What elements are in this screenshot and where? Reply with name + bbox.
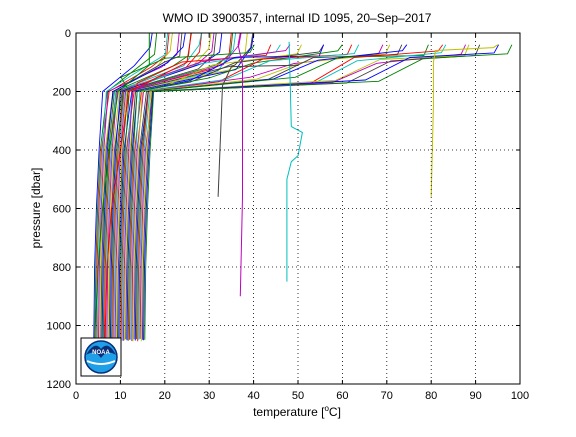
y-tick-label: 1000	[47, 321, 71, 333]
x-tick-label: 0	[73, 390, 79, 402]
profile-line	[144, 44, 513, 340]
profile-line	[286, 41, 303, 282]
profile-line	[217, 64, 299, 197]
x-axis-label-suffix: C]	[329, 405, 341, 419]
profile-line	[95, 33, 170, 341]
logo-wave	[86, 360, 116, 365]
profile-line	[113, 33, 237, 340]
profile-line	[130, 44, 360, 340]
profile-line	[94, 33, 150, 341]
profile-line	[93, 33, 153, 339]
profile-line	[101, 33, 186, 341]
logo-text: NOAA	[92, 350, 110, 356]
y-tick-label: 1200	[47, 379, 71, 391]
profile-line	[133, 44, 403, 340]
x-axis-label-prefix: temperature [	[253, 405, 325, 419]
noaa-logo: NOAA	[80, 337, 122, 377]
profile-line	[94, 33, 158, 341]
profile-line	[143, 44, 499, 341]
x-tick-label: 30	[203, 390, 215, 402]
profile-line	[107, 33, 212, 341]
logo-bird	[86, 345, 116, 358]
chart-title: WMO ID 3900357, internal ID 1095, 20–Sep…	[163, 11, 432, 25]
profile-line	[118, 33, 255, 341]
y-tick-label: 600	[53, 204, 71, 216]
profile-line	[98, 33, 180, 339]
y-tick-label: 200	[53, 87, 71, 99]
profile-line	[430, 44, 499, 197]
profile-line	[140, 44, 470, 342]
x-tick-label: 20	[159, 390, 171, 402]
x-tick-label: 90	[469, 390, 481, 402]
profiles-group	[93, 33, 513, 342]
y-tick-label: 800	[53, 262, 71, 274]
profile-line	[112, 33, 232, 340]
y-tick-label: 0	[65, 28, 71, 40]
x-axis-label-unit-sup: o	[324, 404, 329, 413]
profile-line	[114, 33, 242, 340]
ticks: 0 10 20 30 40 50 60 70 80 90 100020040060080010001…	[47, 28, 530, 402]
x-tick-label: 100	[511, 390, 529, 402]
x-tick-label: 70	[381, 390, 393, 402]
x-tick-label: 40	[247, 390, 259, 402]
profile-line	[127, 44, 343, 341]
x-tick-label: 50	[292, 390, 304, 402]
y-tick-label: 400	[53, 145, 71, 157]
x-tick-label: 60	[336, 390, 348, 402]
y-axis-label: pressure [dbar]	[29, 168, 43, 249]
x-tick-label: 10	[114, 390, 126, 402]
profile-line	[99, 33, 173, 341]
profile-line	[109, 33, 223, 341]
profile-line	[125, 44, 325, 340]
profile-line	[138, 44, 447, 340]
x-tick-label: 80	[425, 390, 437, 402]
grid	[76, 33, 520, 384]
profile-line	[103, 33, 203, 341]
x-axis-label: temperature [oC]	[253, 404, 341, 419]
profile-line	[237, 33, 243, 297]
